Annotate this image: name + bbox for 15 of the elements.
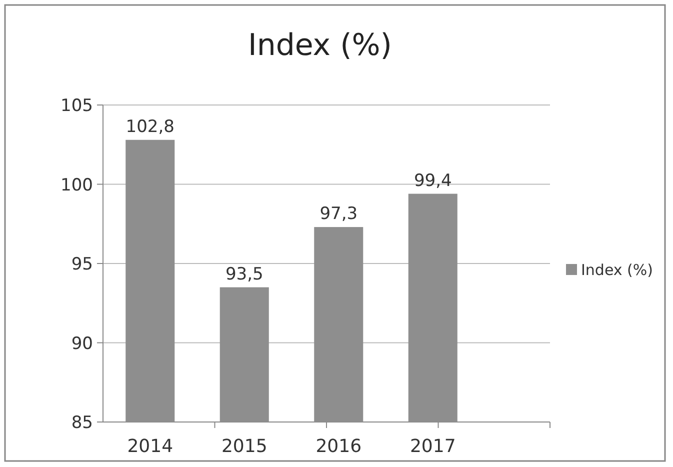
chart-title: Index (%) <box>248 28 392 63</box>
data-label: 97,3 <box>320 204 358 224</box>
y-tick-label: 95 <box>71 254 93 274</box>
x-tick-label: 2015 <box>221 436 268 457</box>
legend-label: Index (%) <box>581 261 654 279</box>
data-label: 102,8 <box>126 116 174 137</box>
y-tick-label: 100 <box>60 175 93 196</box>
y-tick-label: 85 <box>71 413 93 433</box>
y-tick-label: 90 <box>71 334 93 354</box>
x-tick-label: 2014 <box>127 436 174 457</box>
x-tick-label: 2016 <box>316 436 362 457</box>
data-label: 93,5 <box>225 264 264 284</box>
data-label: 99,4 <box>414 170 452 191</box>
y-tick-label: 105 <box>60 96 93 116</box>
x-tick-label: 2017 <box>410 436 456 457</box>
